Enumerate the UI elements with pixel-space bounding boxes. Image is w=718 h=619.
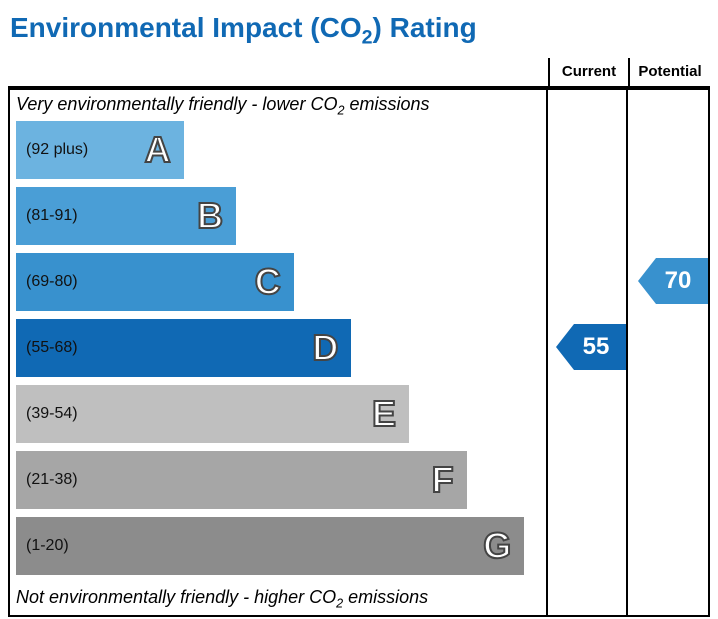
band-c: (69-80) C	[16, 253, 540, 311]
band-range: (92 plus)	[26, 141, 88, 159]
header-potential: Potential	[630, 58, 710, 86]
band-f: (21-38) F	[16, 451, 540, 509]
rating-table: Very environmentally friendly - lower CO…	[8, 88, 710, 617]
chart-title: Environmental Impact (CO2) Rating	[8, 8, 710, 58]
band-letter: A	[145, 129, 172, 171]
band-range: (55-68)	[26, 339, 78, 357]
potential-arrow-value: 70	[655, 267, 692, 295]
band-letter: E	[372, 393, 397, 435]
band-letter: B	[197, 195, 224, 237]
band-letter: F	[432, 459, 455, 501]
header-main	[8, 58, 550, 86]
band-bar: (55-68) D	[16, 319, 351, 377]
band-bar: (1-20) G	[16, 517, 524, 575]
header-current: Current	[550, 58, 630, 86]
band-bar: (69-80) C	[16, 253, 294, 311]
bands-column: Very environmentally friendly - lower CO…	[10, 90, 548, 615]
potential-column: 70	[628, 90, 708, 615]
band-g: (1-20) G	[16, 517, 540, 575]
band-letter: D	[312, 327, 339, 369]
top-caption: Very environmentally friendly - lower CO…	[10, 90, 546, 122]
band-bar: (92 plus) A	[16, 121, 184, 179]
bottom-caption: Not environmentally friendly - higher CO…	[10, 583, 546, 615]
current-arrow: 55	[556, 324, 626, 370]
band-range: (81-91)	[26, 207, 78, 225]
band-range: (1-20)	[26, 537, 69, 555]
title-prefix: Environmental Impact (CO	[10, 12, 362, 43]
band-bar: (81-91) B	[16, 187, 236, 245]
current-arrow-value: 55	[573, 333, 610, 361]
band-a: (92 plus) A	[16, 121, 540, 179]
table-header-row: Current Potential	[8, 58, 710, 88]
bands-container: (92 plus) A (81-91) B (69-80) C (55-68) D (39-54…	[10, 121, 546, 575]
band-d: (55-68) D	[16, 319, 540, 377]
band-letter: G	[483, 525, 512, 567]
title-sub: 2	[362, 27, 373, 49]
band-bar: (39-54) E	[16, 385, 409, 443]
band-range: (39-54)	[26, 405, 78, 423]
band-range: (21-38)	[26, 471, 78, 489]
title-suffix: ) Rating	[373, 12, 477, 43]
band-b: (81-91) B	[16, 187, 540, 245]
potential-arrow: 70	[638, 258, 708, 304]
band-bar: (21-38) F	[16, 451, 467, 509]
current-column: 55	[548, 90, 628, 615]
band-e: (39-54) E	[16, 385, 540, 443]
band-letter: C	[255, 261, 282, 303]
band-range: (69-80)	[26, 273, 78, 291]
